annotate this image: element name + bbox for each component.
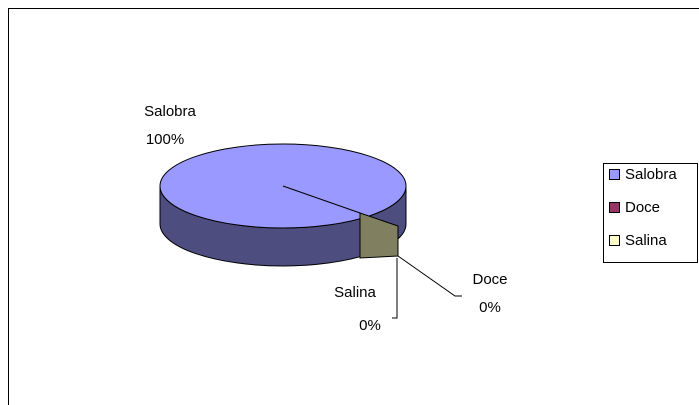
slice-edge — [282, 185, 361, 214]
legend: Salobra Doce Salina — [603, 163, 698, 263]
pie — [159, 143, 407, 267]
data-label: 0% — [479, 299, 501, 316]
legend-swatch — [609, 169, 620, 180]
data-label-name: Doce — [472, 271, 507, 288]
legend-label: Salina — [625, 232, 667, 249]
legend-label: Doce — [625, 199, 660, 216]
leader-line — [392, 258, 398, 319]
legend-swatch — [609, 202, 620, 213]
data-label: 0% — [359, 317, 381, 334]
data-label-name: Salobra — [144, 103, 196, 120]
leader-line — [397, 255, 462, 297]
legend-swatch — [609, 235, 620, 246]
data-label-name: Salina — [334, 284, 376, 301]
legend-label: Salobra — [625, 166, 677, 183]
data-label: 100% — [146, 131, 184, 148]
